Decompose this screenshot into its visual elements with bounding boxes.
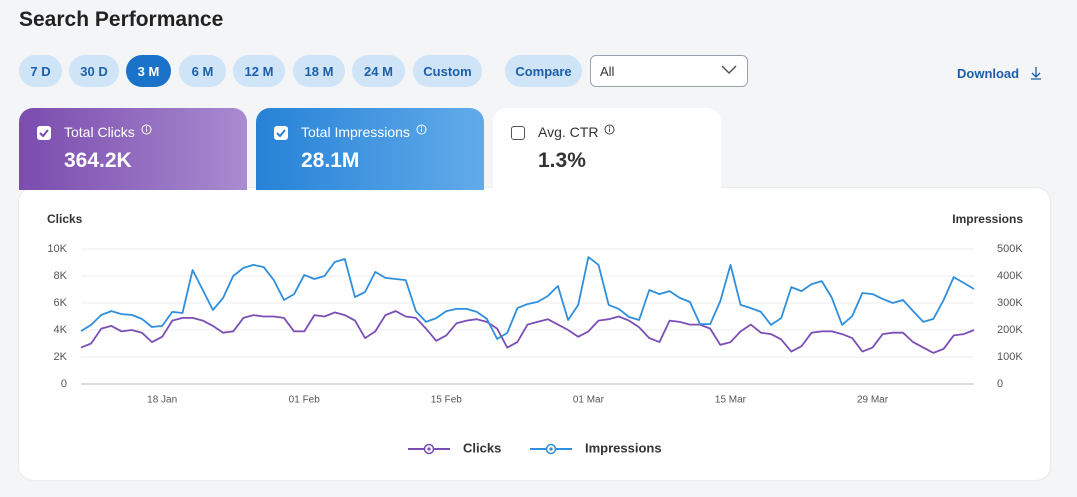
y2-tick-label: 300K [997, 297, 1023, 309]
select-value: All [600, 64, 615, 79]
y2-tick-label: 0 [997, 378, 1003, 390]
info-icon[interactable] [598, 124, 615, 140]
card-label: Total Clicks [64, 124, 152, 140]
info-icon[interactable] [135, 124, 152, 140]
legend-label: Impressions [585, 440, 662, 455]
legend-marker-dot [427, 447, 431, 451]
check-icon [276, 129, 286, 138]
range-button[interactable]: 30 D [69, 55, 119, 87]
compare-button[interactable]: Compare [505, 55, 582, 87]
y2-tick-label: 500K [997, 243, 1023, 255]
range-button[interactable]: 12 M [233, 55, 285, 87]
checkbox[interactable] [274, 126, 288, 140]
x-tick-label: 01 Feb [289, 395, 321, 406]
y-tick-label: 4K [54, 324, 68, 336]
download-link[interactable]: Download [957, 66, 1043, 81]
download-icon [1030, 67, 1041, 80]
range-button[interactable]: 6 M [179, 55, 226, 87]
x-tick-label: 01 Mar [573, 395, 605, 406]
filter-select[interactable]: All [590, 55, 748, 87]
metric-card[interactable]: Total Impressions 28.1M [256, 108, 484, 190]
metric-card[interactable]: Avg. CTR 1.3% [493, 108, 721, 190]
checkbox[interactable] [511, 126, 525, 140]
y2-tick-label: 100K [997, 351, 1023, 363]
x-tick-label: 15 Mar [715, 395, 747, 406]
y-tick-label: 8K [54, 270, 68, 282]
card-value: 28.1M [301, 149, 360, 172]
legend-label: Clicks [463, 440, 501, 455]
y-tick-label: 2K [54, 351, 68, 363]
x-tick-label: 18 Jan [147, 395, 177, 406]
series-line [80, 310, 975, 354]
legend-marker-dot [549, 447, 553, 451]
range-button[interactable]: 7 D [19, 55, 62, 87]
chevron-icon [721, 65, 737, 75]
series-line [80, 256, 975, 340]
x-tick-label: 15 Feb [431, 395, 463, 406]
info-icon[interactable] [410, 124, 427, 140]
chart-panel [19, 188, 1050, 480]
card-label: Avg. CTR [538, 124, 615, 140]
range-button[interactable]: Custom [413, 55, 482, 87]
metric-card[interactable]: Total Clicks 364.2K [19, 108, 247, 190]
y-tick-label: 10K [47, 243, 67, 255]
card-value: 1.3% [538, 149, 586, 172]
y2-tick-label: 200K [997, 324, 1023, 336]
y-axis-label: Clicks [47, 212, 83, 226]
card-value: 364.2K [64, 149, 132, 172]
range-button[interactable]: 3 M [126, 55, 171, 87]
y2-tick-label: 400K [997, 270, 1023, 282]
y-tick-label: 6K [54, 297, 68, 309]
x-tick-label: 29 Mar [857, 395, 889, 406]
range-button[interactable]: 24 M [352, 55, 405, 87]
page-title: Search Performance [19, 8, 224, 31]
y-tick-label: 0 [61, 378, 67, 390]
card-label: Total Impressions [301, 124, 427, 140]
y2-axis-label: Impressions [952, 212, 1023, 226]
check-icon [39, 129, 49, 138]
checkbox[interactable] [37, 126, 51, 140]
download-text: Download [957, 66, 1020, 81]
range-button[interactable]: 18 M [293, 55, 345, 87]
